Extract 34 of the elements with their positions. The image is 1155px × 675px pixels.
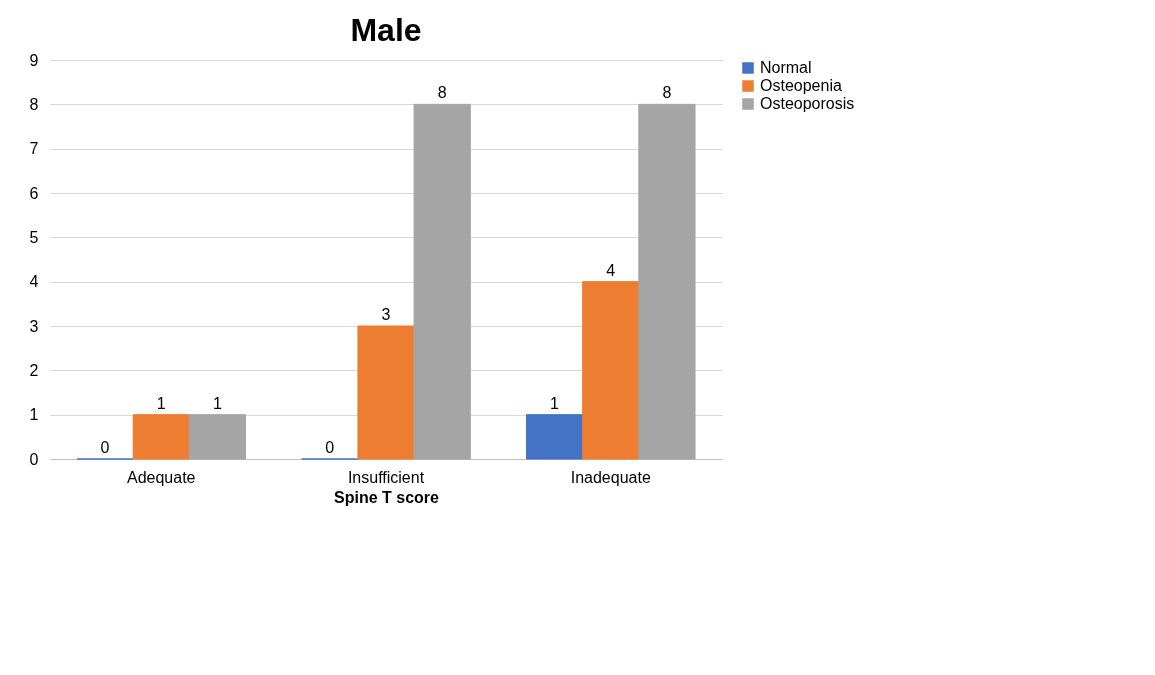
x-tick-label: Insufficient xyxy=(347,468,425,486)
legend-label: Osteopenia xyxy=(760,77,842,94)
y-tick-label: 0 xyxy=(29,450,39,468)
y-tick-label: 6 xyxy=(29,184,39,202)
y-tick-label: 5 xyxy=(29,228,39,246)
data-label: 3 xyxy=(381,306,391,323)
bar xyxy=(525,414,584,460)
bar xyxy=(132,414,190,460)
data-label: 1 xyxy=(212,394,222,412)
x-axis-title: Spine T score xyxy=(334,488,440,506)
data-label: 0 xyxy=(100,439,110,456)
data-label: 4 xyxy=(606,261,616,279)
chart-title: Male xyxy=(350,12,422,48)
data-label: 8 xyxy=(662,84,672,102)
legend-label: Normal xyxy=(760,59,812,76)
x-tick-label: Adequate xyxy=(126,468,196,486)
y-tick-label: 1 xyxy=(29,406,39,424)
legend-label: Osteoporosis xyxy=(760,95,855,112)
data-label: 1 xyxy=(550,394,560,412)
x-tick-label: Inadequate xyxy=(570,468,651,486)
data-label: 0 xyxy=(325,439,335,456)
bar xyxy=(188,414,247,460)
y-tick-label: 2 xyxy=(29,361,39,379)
y-tick-label: 3 xyxy=(29,317,39,335)
y-tick-label: 9 xyxy=(29,51,39,69)
bar xyxy=(582,281,640,460)
bar xyxy=(638,103,696,460)
data-label: 1 xyxy=(156,394,166,412)
y-tick-label: 8 xyxy=(29,95,39,113)
bar xyxy=(413,103,471,460)
bar xyxy=(357,325,415,460)
y-tick-label: 7 xyxy=(29,140,39,158)
y-tick-label: 4 xyxy=(29,273,39,291)
data-label: 8 xyxy=(437,84,447,102)
